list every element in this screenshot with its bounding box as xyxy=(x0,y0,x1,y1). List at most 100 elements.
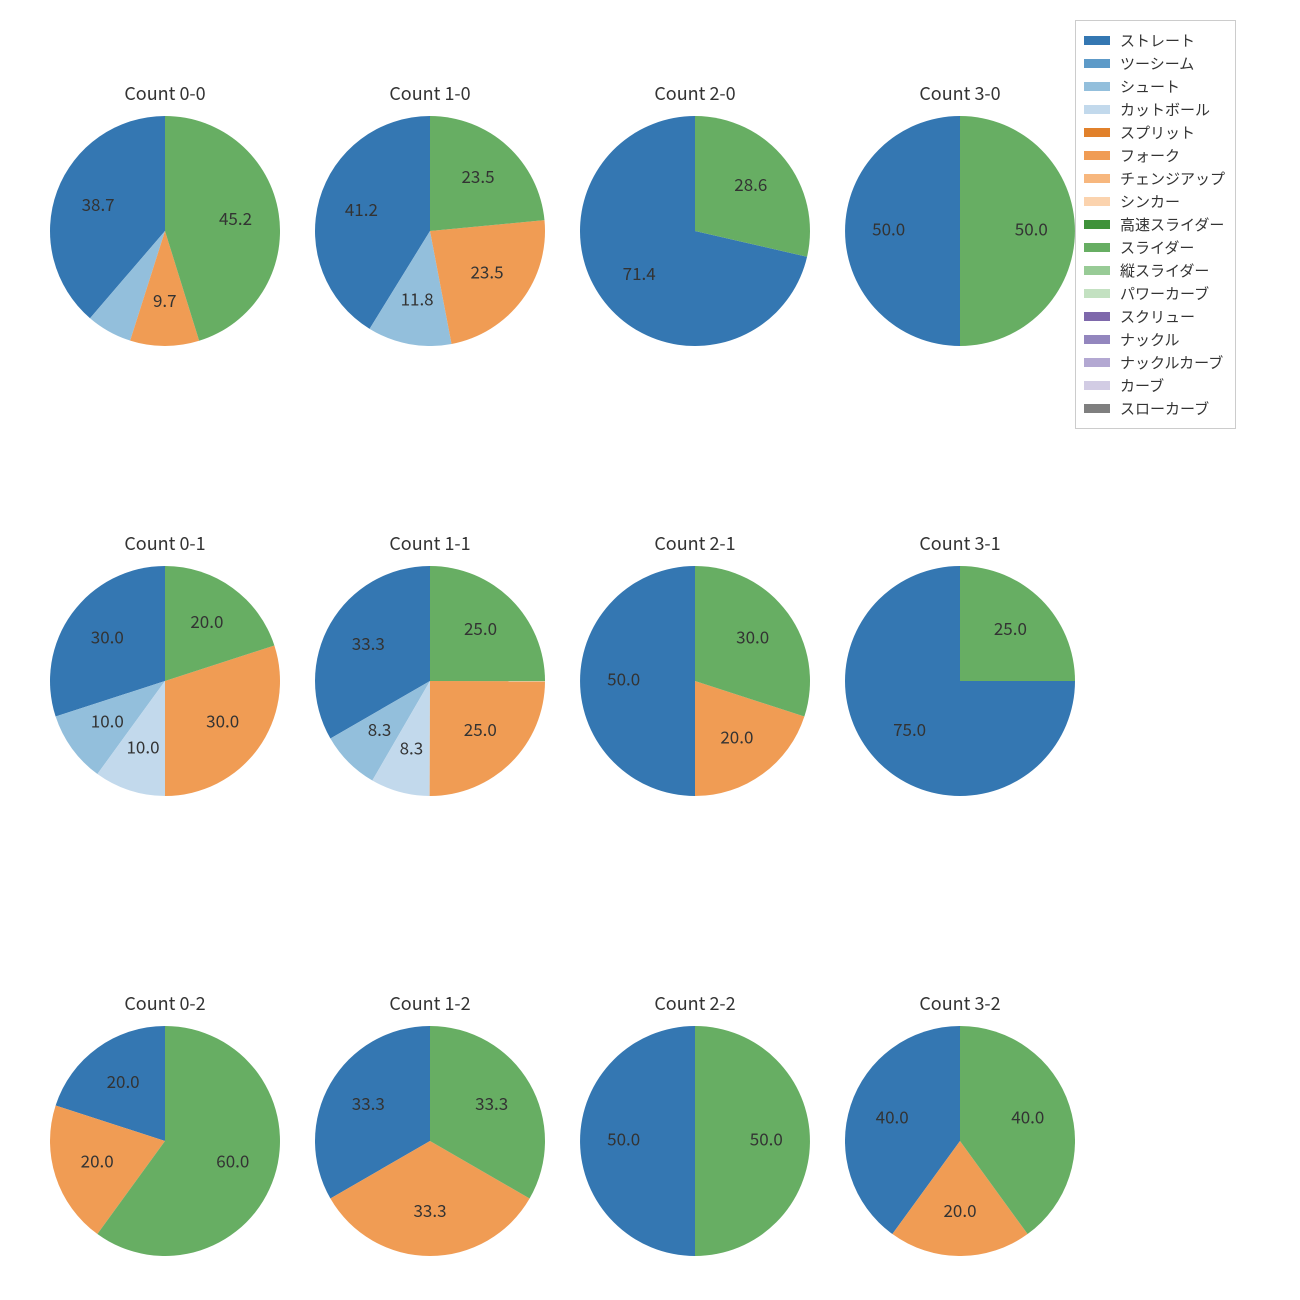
legend-label: ナックルカーブ xyxy=(1120,352,1223,373)
slice-label: 20.0 xyxy=(720,723,753,748)
legend-item: スプリット xyxy=(1084,121,1225,144)
pie-chart: 30.010.010.030.020.0 xyxy=(50,566,280,796)
slice-label: 41.2 xyxy=(345,196,378,221)
slice-label: 33.3 xyxy=(352,630,385,655)
legend-label: チェンジアップ xyxy=(1120,168,1225,189)
slice-label: 11.8 xyxy=(401,286,434,311)
legend-swatch xyxy=(1084,197,1110,206)
pie-panel-c21: Count 2-150.020.030.0 xyxy=(565,530,825,796)
pie-title: Count 2-2 xyxy=(565,990,825,1016)
legend-swatch xyxy=(1084,105,1110,114)
slice-label: 25.0 xyxy=(994,615,1027,640)
legend-swatch xyxy=(1084,220,1110,229)
legend-swatch xyxy=(1084,151,1110,160)
legend-label: シンカー xyxy=(1120,191,1180,212)
legend-label: スクリュー xyxy=(1120,306,1195,327)
legend-swatch xyxy=(1084,312,1110,321)
legend-item: ナックル xyxy=(1084,328,1225,351)
slice-label: 8.3 xyxy=(368,716,392,741)
slice-label: 50.0 xyxy=(872,216,905,241)
legend-swatch xyxy=(1084,404,1110,413)
slice-label: 20.0 xyxy=(107,1068,140,1093)
pie-panel-c31: Count 3-1 75.0 25.0 xyxy=(830,530,1090,796)
legend-label: シュート xyxy=(1120,76,1180,97)
legend-item: フォーク xyxy=(1084,144,1225,167)
slice-label: 23.5 xyxy=(470,258,503,283)
pie-panel-c12: Count 1-233.333.333.3 xyxy=(300,990,560,1256)
pie-panel-c30: Count 3-0 50.0 50.0 xyxy=(830,80,1090,346)
legend-label: フォーク xyxy=(1120,145,1180,166)
slice-label: 30.0 xyxy=(91,624,124,649)
legend-item: ツーシーム xyxy=(1084,52,1225,75)
slice-label: 30.0 xyxy=(736,624,769,649)
slice-label: 20.0 xyxy=(81,1148,114,1173)
legend-swatch xyxy=(1084,266,1110,275)
pie-title: Count 3-0 xyxy=(830,80,1090,106)
pie-panel-c00: Count 0-038.79.745.2 xyxy=(35,80,295,346)
legend-label: ツーシーム xyxy=(1120,53,1194,74)
legend-item: シュート xyxy=(1084,75,1225,98)
legend-item: スライダー xyxy=(1084,236,1225,259)
pie-title: Count 0-0 xyxy=(35,80,295,106)
chart-stage: Count 0-038.79.745.2Count 1-041.211.823.… xyxy=(0,0,1300,1300)
legend-item: 高速スライダー xyxy=(1084,213,1225,236)
legend-swatch xyxy=(1084,59,1110,68)
legend-swatch xyxy=(1084,243,1110,252)
legend-item: 縦スライダー xyxy=(1084,259,1225,282)
pie-panel-c11: Count 1-133.38.38.325.025.0 xyxy=(300,530,560,796)
legend-swatch xyxy=(1084,82,1110,91)
slice-label: 33.3 xyxy=(475,1090,508,1115)
pie-chart: 75.0 25.0 xyxy=(845,566,1075,796)
slice-label: 50.0 xyxy=(607,666,640,691)
pie-title: Count 2-0 xyxy=(565,80,825,106)
legend-swatch xyxy=(1084,289,1110,298)
pie-title: Count 1-0 xyxy=(300,80,560,106)
pie-title: Count 1-2 xyxy=(300,990,560,1016)
pie-title: Count 1-1 xyxy=(300,530,560,556)
legend-item: パワーカーブ xyxy=(1084,282,1225,305)
legend-label: カーブ xyxy=(1120,375,1164,396)
pie-panel-c01: Count 0-130.010.010.030.020.0 xyxy=(35,530,295,796)
legend-label: 縦スライダー xyxy=(1120,260,1209,281)
legend-swatch xyxy=(1084,36,1110,45)
slice-label: 25.0 xyxy=(464,716,497,741)
pie-title: Count 3-2 xyxy=(830,990,1090,1016)
pie-panel-c10: Count 1-0 41.2 11.8 23.5 23.5 xyxy=(300,80,560,346)
legend-swatch xyxy=(1084,358,1110,367)
legend-item: シンカー xyxy=(1084,190,1225,213)
slice-label: 40.0 xyxy=(876,1104,909,1129)
legend-item: スローカーブ xyxy=(1084,397,1225,420)
pie-chart: 71.4 28.6 xyxy=(580,116,810,346)
slice-label: 45.2 xyxy=(219,205,252,230)
pie-title: Count 3-1 xyxy=(830,530,1090,556)
legend-item: スクリュー xyxy=(1084,305,1225,328)
pie-panel-c02: Count 0-220.020.060.0 xyxy=(35,990,295,1256)
pie-chart: 50.0 20.0 30.0 xyxy=(580,566,810,796)
slice-label: 8.3 xyxy=(400,734,424,759)
slice-label: 28.6 xyxy=(734,171,767,196)
pie-title: Count 0-1 xyxy=(35,530,295,556)
slice-label: 71.4 xyxy=(623,260,656,285)
slice-label: 75.0 xyxy=(893,716,926,741)
slice-label: 50.0 xyxy=(1015,216,1048,241)
pie-chart: 33.333.333.3 xyxy=(315,1026,545,1256)
legend-label: スプリット xyxy=(1120,122,1195,143)
slice-label: 23.5 xyxy=(461,163,494,188)
legend-swatch xyxy=(1084,128,1110,137)
pie-chart: 41.2 11.8 23.5 23.5 xyxy=(315,116,545,346)
legend-label: ナックル xyxy=(1120,329,1180,350)
pie-chart: 50.0 50.0 xyxy=(845,116,1075,346)
pie-panel-c22: Count 2-2 50.0 50.0 xyxy=(565,990,825,1256)
legend-swatch xyxy=(1084,335,1110,344)
slice-label: 33.3 xyxy=(352,1090,385,1115)
pie-panel-c20: Count 2-0 71.4 28.6 xyxy=(565,80,825,346)
legend-label: パワーカーブ xyxy=(1120,283,1209,304)
slice-label: 10.0 xyxy=(126,733,159,758)
slice-label: 9.7 xyxy=(153,287,177,312)
legend-item: カットボール xyxy=(1084,98,1225,121)
legend-label: ストレート xyxy=(1120,30,1195,51)
legend-swatch xyxy=(1084,381,1110,390)
slice-label: 30.0 xyxy=(206,708,239,733)
slice-label: 50.0 xyxy=(750,1126,783,1151)
slice-label: 50.0 xyxy=(607,1126,640,1151)
